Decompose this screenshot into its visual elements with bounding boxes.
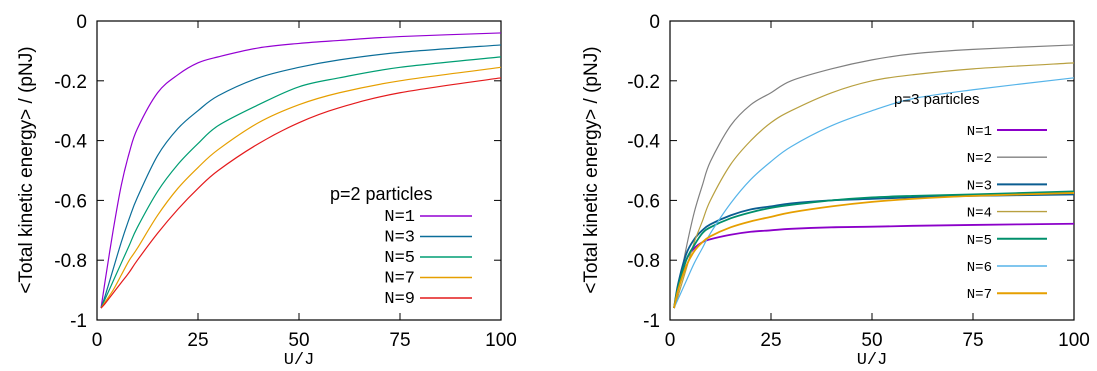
y-tick-label: -1: [70, 311, 87, 332]
y-tick-label: -0.2: [54, 72, 87, 93]
right-y-ticks: 0 -0.2 -0.4 -0.6 -0.8 -1: [627, 12, 1074, 332]
y-tick-label: -1: [643, 311, 660, 332]
series-line-n3: [673, 193, 1075, 309]
right-chart: 0 -0.2 -0.4 -0.6 -0.8 -1 0 25 50 75 100 U/J <Tota…: [581, 12, 1090, 370]
y-tick-label: -0.2: [627, 72, 660, 93]
legend-label: N=1: [384, 208, 415, 227]
left-y-axis-label: <Total kinetic energy> / (pNJ): [16, 46, 37, 293]
y-tick-label: -0.6: [627, 191, 660, 212]
x-tick-label: 75: [962, 330, 983, 351]
x-tick-label: 0: [665, 330, 676, 351]
legend-label: N=6: [967, 260, 992, 276]
legend-label: N=7: [967, 287, 992, 303]
y-tick-label: 0: [649, 12, 660, 33]
x-tick-label: 100: [485, 330, 517, 351]
left-x-axis-label: U/J: [284, 351, 315, 370]
legend-label: N=3: [384, 229, 415, 248]
left-legend-title: p=2 particles: [330, 184, 433, 204]
series-line-n6: [673, 77, 1075, 309]
left-x-ticks: 0 25 50 75 100: [92, 21, 517, 351]
legend-label: N=5: [384, 249, 415, 268]
series-line-n4: [673, 62, 1075, 309]
x-tick-label: 0: [92, 330, 103, 351]
right-series-lines: [673, 44, 1075, 309]
series-line-n3: [100, 44, 502, 309]
left-y-ticks: 0 -0.2 -0.4 -0.6 -0.8 -1: [54, 12, 501, 332]
right-legend: p=3 particles N=1 N=2 N=3 N=4 N=5 N=6 N=7: [894, 91, 1047, 303]
legend-label: N=7: [384, 270, 415, 289]
x-tick-label: 50: [861, 330, 882, 351]
y-tick-label: -0.8: [54, 251, 87, 272]
legend-label: N=3: [967, 178, 992, 194]
y-tick-label: -0.4: [627, 132, 660, 153]
x-tick-label: 100: [1058, 330, 1090, 351]
right-legend-title: p=3 particles: [894, 91, 979, 108]
left-legend: p=2 particles N=1 N=3N=5 N=7N=9: [330, 184, 472, 309]
legend-label: N=2: [967, 151, 992, 167]
x-tick-label: 25: [187, 330, 208, 351]
y-tick-label: -0.8: [627, 251, 660, 272]
series-line-n5: [100, 56, 502, 309]
legend-label: N=4: [967, 206, 992, 222]
legend-label: N=9: [384, 290, 415, 309]
series-line-n7: [673, 192, 1075, 309]
right-y-axis-label: <Total kinetic energy> / (pNJ): [581, 46, 602, 293]
series-line-n9: [100, 77, 502, 309]
right-x-axis-label: U/J: [857, 351, 888, 370]
x-tick-label: 75: [389, 330, 410, 351]
right-x-ticks: 0 25 50 75 100: [665, 21, 1090, 351]
left-plot-frame: [96, 20, 502, 321]
left-chart: 0 -0.2 -0.4 -0.6 -0.8 -1 0 25 50 75 100 U/J <Tota…: [16, 12, 517, 370]
legend-label: N=5: [967, 233, 992, 249]
series-line-n5: [673, 190, 1075, 309]
y-tick-label: 0: [76, 12, 87, 33]
series-line-n1: [100, 32, 502, 309]
y-tick-label: -0.6: [54, 191, 87, 212]
legend-label: N=1: [967, 124, 992, 140]
x-tick-label: 50: [288, 330, 309, 351]
x-tick-label: 25: [760, 330, 781, 351]
series-line-n7: [100, 66, 502, 309]
y-tick-label: -0.4: [54, 132, 87, 153]
left-series-lines: [100, 32, 502, 309]
series-line-n2: [673, 44, 1075, 309]
